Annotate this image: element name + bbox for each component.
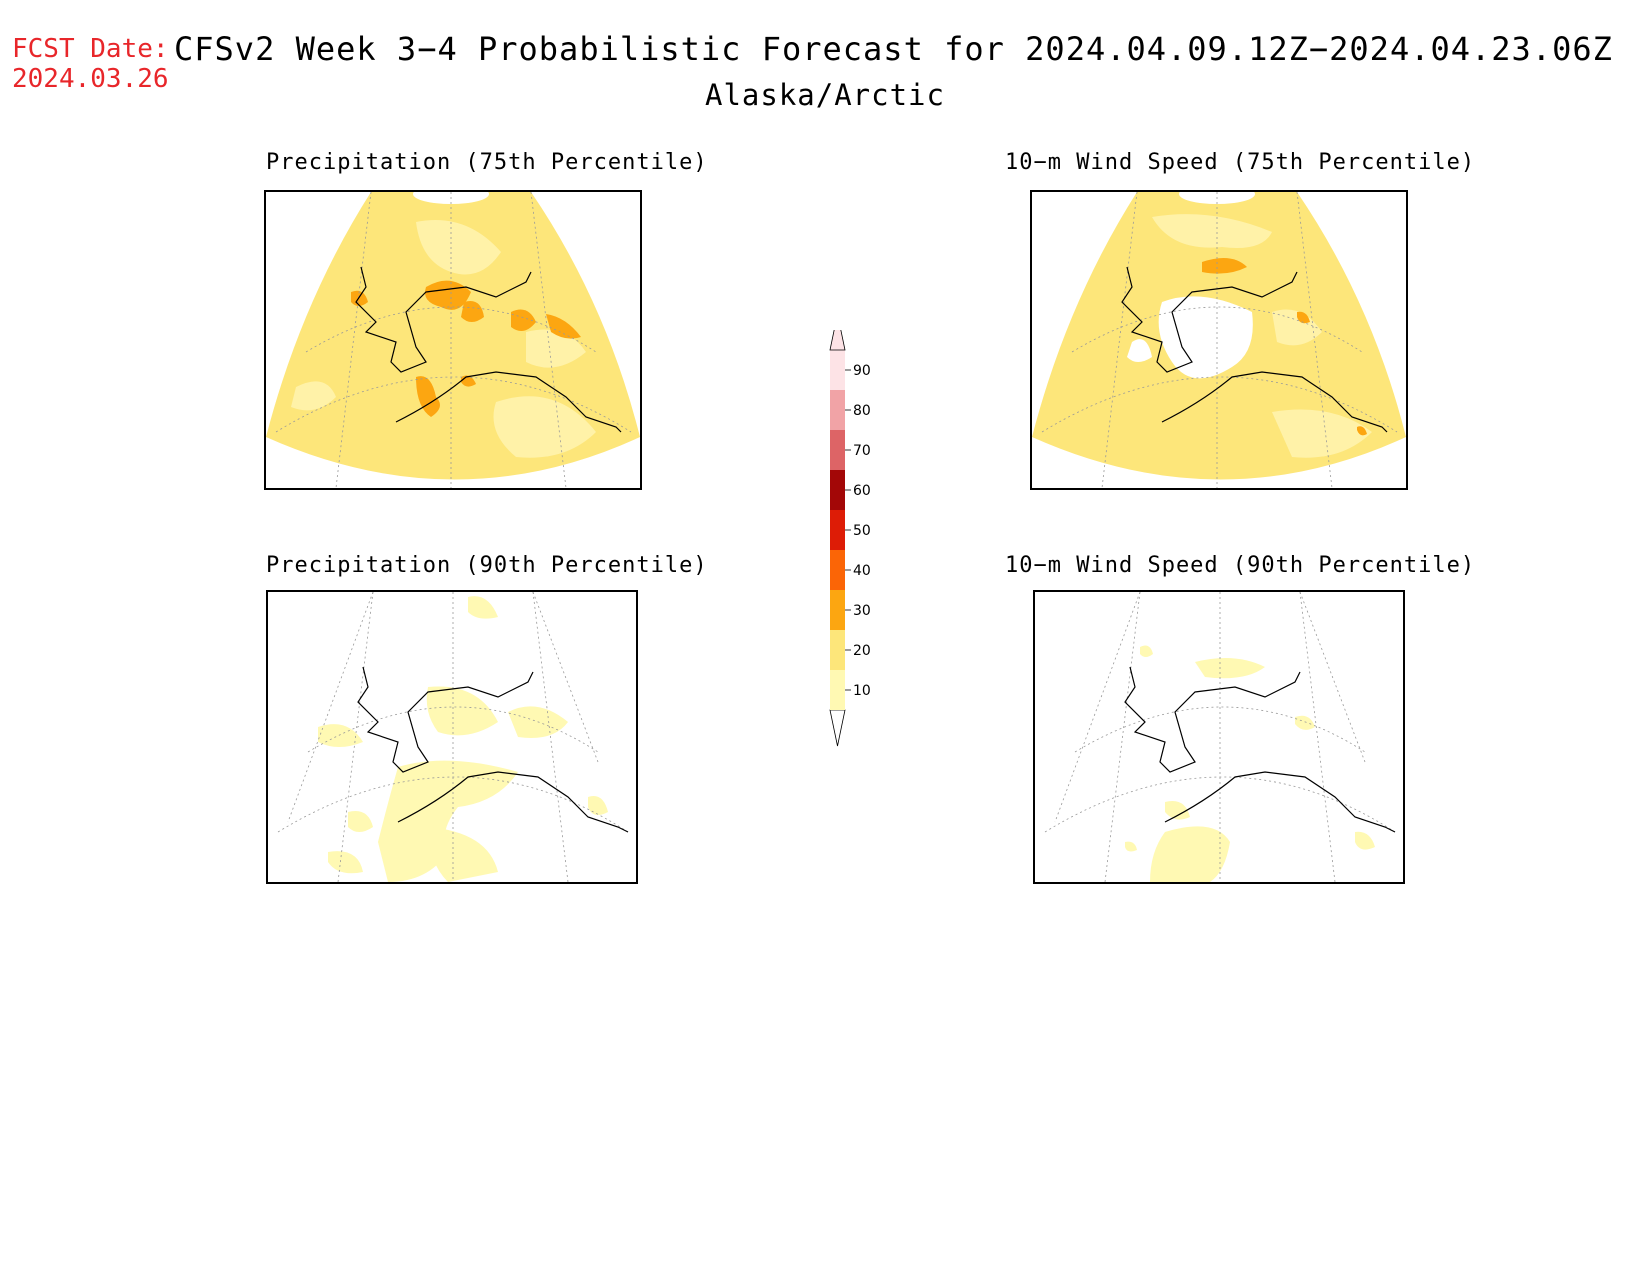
legend-tick-label: 70 — [853, 443, 871, 459]
legend-tick-label: 30 — [853, 603, 871, 619]
map-wind-90 — [1033, 590, 1405, 884]
legend-swatch — [830, 590, 845, 630]
legend-swatch — [830, 550, 845, 590]
legend-swatch — [830, 430, 845, 470]
legend-swatch — [830, 390, 845, 430]
legend-tick-label: 60 — [853, 483, 871, 499]
panel-title-wind-90: 10−m Wind Speed (90th Percentile) — [1005, 553, 1476, 578]
panel-title-wind-75: 10−m Wind Speed (75th Percentile) — [1005, 150, 1476, 175]
legend-swatch — [830, 470, 845, 510]
legend-tick-label: 10 — [853, 683, 871, 699]
region-subtitle: Alaska/Arctic — [705, 78, 945, 112]
map-wind-75 — [1030, 190, 1408, 490]
page-title: CFSv2 Week 3−4 Probabilistic Forecast fo… — [174, 30, 1613, 68]
fcst-date-label: FCST Date: — [12, 34, 169, 64]
color-legend: 10 20 30 40 50 60 70 80 90 — [820, 313, 900, 754]
legend-swatch — [830, 630, 845, 670]
legend-tick-label: 50 — [853, 523, 871, 539]
map-precip-90 — [266, 590, 638, 884]
legend-tick-label: 90 — [853, 363, 871, 379]
forecast-date-block: FCST Date: 2024.03.26 — [12, 34, 169, 94]
legend-swatch — [830, 350, 845, 390]
legend-cap-top — [829, 313, 846, 351]
legend-cap-bottom — [829, 709, 846, 747]
legend-bar: 10 20 30 40 50 60 70 80 90 — [829, 313, 871, 747]
panel-title-precip-75: Precipitation (75th Percentile) — [266, 150, 708, 175]
legend-tick-label: 20 — [853, 643, 871, 659]
fcst-date-value: 2024.03.26 — [12, 64, 169, 94]
legend-swatch — [830, 670, 845, 710]
panel-title-precip-90: Precipitation (90th Percentile) — [266, 553, 708, 578]
legend-tick-label: 80 — [853, 403, 871, 419]
legend-tick-label: 40 — [853, 563, 871, 579]
legend-swatch — [830, 510, 845, 550]
map-precip-75 — [264, 190, 642, 490]
